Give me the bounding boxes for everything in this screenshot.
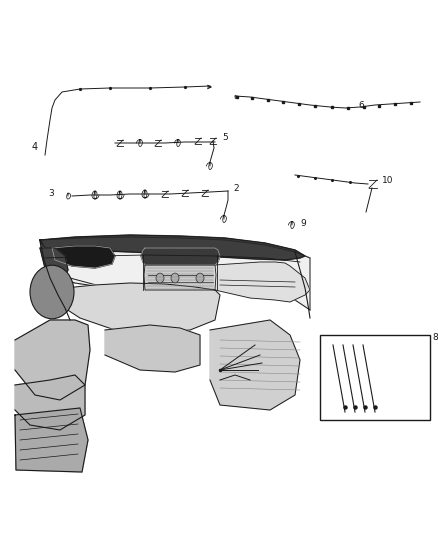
Polygon shape	[141, 248, 220, 265]
Text: 1: 1	[265, 355, 271, 364]
Text: 5: 5	[222, 133, 228, 142]
Text: 11: 11	[298, 286, 310, 295]
Polygon shape	[144, 265, 216, 290]
Polygon shape	[40, 237, 310, 310]
Polygon shape	[52, 246, 115, 268]
Polygon shape	[15, 408, 88, 472]
Text: 9: 9	[300, 219, 306, 228]
Polygon shape	[40, 235, 305, 260]
Circle shape	[196, 273, 204, 283]
Bar	[320, 335, 430, 420]
Text: 6: 6	[358, 101, 364, 110]
Text: 3: 3	[48, 189, 54, 198]
Text: 4: 4	[32, 142, 38, 152]
Polygon shape	[15, 375, 85, 430]
Circle shape	[30, 265, 74, 319]
Polygon shape	[15, 320, 90, 400]
Text: 8: 8	[432, 333, 438, 342]
Text: 7: 7	[38, 348, 44, 357]
Polygon shape	[60, 283, 220, 332]
Circle shape	[156, 273, 164, 283]
Circle shape	[171, 273, 179, 283]
Polygon shape	[210, 320, 300, 410]
Polygon shape	[105, 325, 200, 372]
Polygon shape	[40, 248, 68, 282]
Text: 10: 10	[382, 176, 393, 185]
Polygon shape	[215, 262, 310, 302]
Text: 2: 2	[233, 184, 239, 193]
